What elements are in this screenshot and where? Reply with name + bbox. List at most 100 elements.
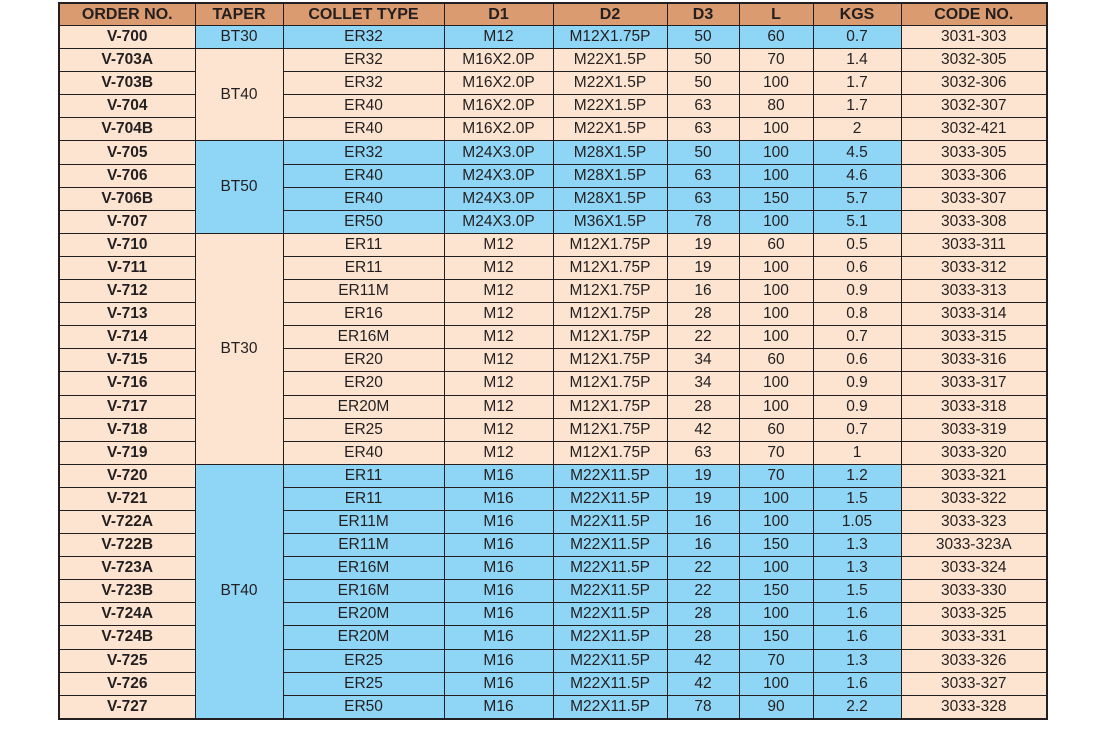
cell-d1: M12	[443, 394, 554, 419]
cell-order-no: V-722A	[58, 509, 196, 535]
cell-d1: M16	[443, 602, 554, 627]
cell-code-no: 3033-315	[900, 325, 1048, 350]
cell-d1: M24X3.0P	[443, 163, 554, 188]
cell-d2: M12X1.75P	[552, 371, 668, 396]
cell-l: 60	[738, 348, 814, 373]
cell-l: 60	[738, 24, 814, 50]
cell-l: 100	[738, 71, 814, 96]
cell-d1: M12	[443, 279, 554, 304]
cell-code-no: 3031-303	[900, 24, 1048, 50]
cell-d2: M22X11.5P	[552, 556, 668, 581]
cell-d2: M22X11.5P	[552, 463, 668, 488]
table-row: V-719 ER40 M12 M12X1.75P 63 70 1 3033-320	[58, 440, 1048, 465]
cell-d3: 16	[666, 509, 740, 535]
cell-d3: 28	[666, 602, 740, 627]
header-order-no: ORDER NO.	[58, 2, 196, 26]
cell-order-no: V-723B	[58, 579, 196, 604]
cell-order-no: V-718	[58, 417, 196, 442]
cell-d2: M28X1.5P	[552, 140, 668, 165]
header-kgs: KGS	[812, 2, 902, 26]
cell-l: 70	[738, 440, 814, 465]
cell-l: 60	[738, 232, 814, 257]
cell-d2: M12X1.75P	[552, 417, 668, 442]
cell-d1: M24X3.0P	[443, 140, 554, 165]
cell-kgs: 4.5	[812, 140, 902, 165]
cell-d2: M12X1.75P	[552, 394, 668, 419]
header-l: L	[738, 2, 814, 26]
cell-collet-type: ER20	[282, 348, 445, 373]
table-row: V-725 ER25 M16 M22X11.5P 42 70 1.3 3033-326	[58, 648, 1048, 673]
cell-collet-type: ER11M	[282, 279, 445, 304]
cell-collet-type: ER20M	[282, 625, 445, 650]
cell-taper: BT30	[194, 24, 284, 50]
cell-d1: M16	[443, 625, 554, 650]
cell-d2: M22X1.5P	[552, 71, 668, 96]
cell-d3: 50	[666, 48, 740, 73]
cell-d2: M22X11.5P	[552, 509, 668, 535]
cell-l: 100	[738, 163, 814, 188]
table-body: V-700 BT30 ER32 M12 M12X1.75P 50 60 0.7 3031-303…	[58, 24, 1048, 720]
cell-collet-type: ER16M	[282, 579, 445, 604]
cell-d3: 63	[666, 94, 740, 119]
cell-l: 60	[738, 417, 814, 442]
cell-d2: M12X1.75P	[552, 255, 668, 281]
cell-order-no: V-703A	[58, 48, 196, 73]
cell-kgs: 2.2	[812, 694, 902, 720]
cell-collet-type: ER32	[282, 48, 445, 73]
cell-code-no: 3033-318	[900, 394, 1048, 419]
cell-d3: 63	[666, 440, 740, 465]
cell-kgs: 0.6	[812, 348, 902, 373]
cell-code-no: 3033-323	[900, 509, 1048, 535]
cell-d3: 78	[666, 209, 740, 234]
cell-code-no: 3033-319	[900, 417, 1048, 442]
cell-collet-type: ER16	[282, 302, 445, 327]
table-row: V-722B ER11M M16 M22X11.5P 16 150 1.3 3033-323A	[58, 533, 1048, 558]
table-row: V-705 BT50 ER32 M24X3.0P M28X1.5P 50 100 4.5 303…	[58, 140, 1048, 234]
cell-taper: BT50	[194, 140, 284, 234]
cell-kgs: 0.7	[812, 24, 902, 50]
cell-d3: 42	[666, 648, 740, 673]
cell-l: 100	[738, 602, 814, 627]
cell-collet-type: ER20M	[282, 602, 445, 627]
cell-order-no: V-724B	[58, 625, 196, 650]
cell-l: 150	[738, 579, 814, 604]
cell-l: 70	[738, 648, 814, 673]
cell-code-no: 3033-322	[900, 486, 1048, 511]
cell-collet-type: ER20M	[282, 394, 445, 419]
cell-d3: 63	[666, 186, 740, 211]
cell-kgs: 4.6	[812, 163, 902, 188]
cell-d3: 22	[666, 556, 740, 581]
header-row: ORDER NO. TAPER COLLET TYPE D1 D2 D3 L K…	[58, 2, 1048, 26]
table-row: V-704 ER40 M16X2.0P M22X1.5P 63 80 1.7 3032-307	[58, 94, 1048, 119]
cell-kgs: 1.05	[812, 509, 902, 535]
cell-d2: M22X1.5P	[552, 48, 668, 73]
table-row: V-703A BT40 ER32 M16X2.0P M22X1.5P 50 70 1.4 303…	[58, 48, 1048, 142]
cell-l: 100	[738, 279, 814, 304]
cell-kgs: 5.1	[812, 209, 902, 234]
table-row: V-703B ER32 M16X2.0P M22X1.5P 50 100 1.7 3032-3…	[58, 71, 1048, 96]
cell-kgs: 0.5	[812, 232, 902, 257]
cell-taper: BT40	[194, 463, 284, 720]
cell-d1: M16	[443, 556, 554, 581]
cell-code-no: 3033-330	[900, 579, 1048, 604]
cell-kgs: 1.3	[812, 556, 902, 581]
table-row: V-716 ER20 M12 M12X1.75P 34 100 0.9 3033-317	[58, 371, 1048, 396]
cell-d3: 42	[666, 671, 740, 696]
cell-collet-type: ER25	[282, 417, 445, 442]
cell-d3: 22	[666, 325, 740, 350]
table-row: V-724B ER20M M16 M22X11.5P 28 150 1.6 3033-331	[58, 625, 1048, 650]
cell-d2: M22X1.5P	[552, 117, 668, 142]
cell-d2: M36X1.5P	[552, 209, 668, 234]
table-row: V-718 ER25 M12 M12X1.75P 42 60 0.7 3033-319	[58, 417, 1048, 442]
table-row: V-724A ER20M M16 M22X11.5P 28 100 1.6 3033-325	[58, 602, 1048, 627]
table-row: V-710 BT30 ER11 M12 M12X1.75P 19 60 0.5 3033-311	[58, 232, 1048, 465]
cell-l: 150	[738, 533, 814, 558]
cell-d1: M16	[443, 486, 554, 511]
cell-collet-type: ER11	[282, 232, 445, 257]
cell-d2: M22X11.5P	[552, 625, 668, 650]
cell-d1: M16X2.0P	[443, 48, 554, 73]
table-row: V-721 ER11 M16 M22X11.5P 19 100 1.5 3033-322	[58, 486, 1048, 511]
cell-code-no: 3033-331	[900, 625, 1048, 650]
cell-d1: M12	[443, 24, 554, 50]
table-row: V-717 ER20M M12 M12X1.75P 28 100 0.9 3033-318	[58, 394, 1048, 419]
